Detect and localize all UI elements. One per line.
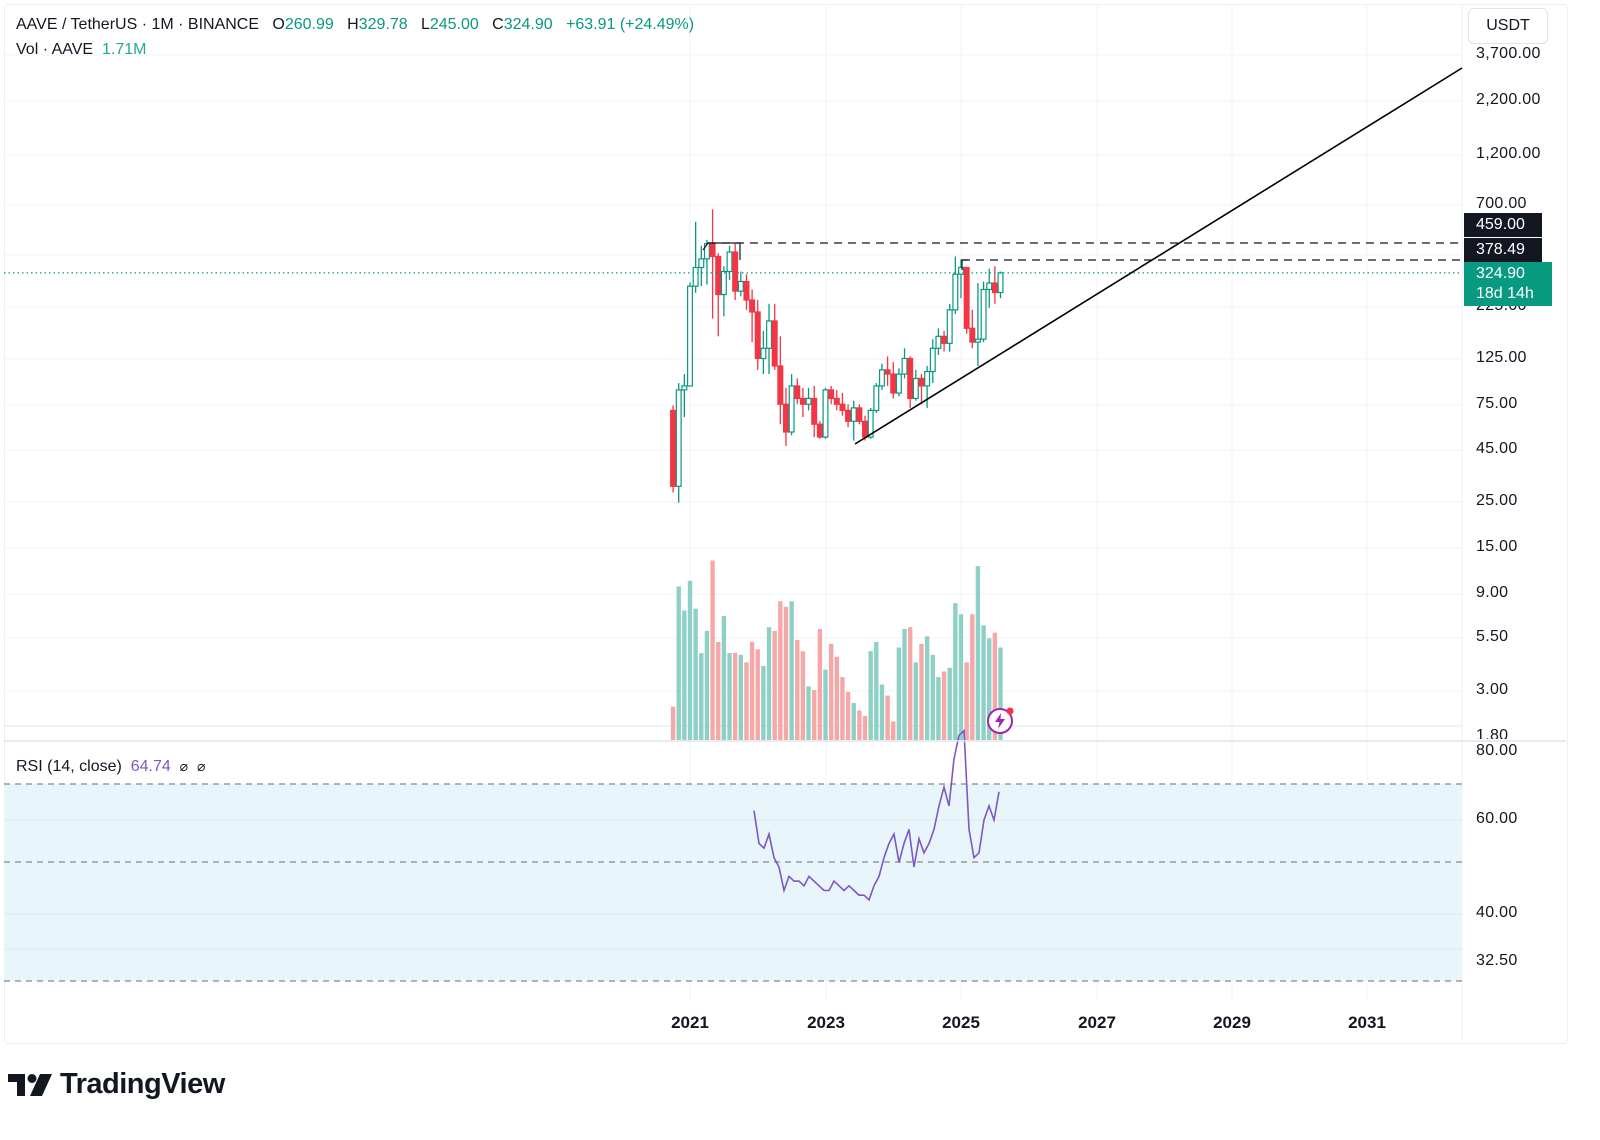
- brand-name: TradingView: [60, 1068, 225, 1100]
- rsi-legend[interactable]: RSI (14, close) 64.74 ⌀ ⌀: [16, 758, 206, 775]
- last-price-value: 324.90: [1476, 265, 1525, 282]
- tradingview-logo-icon: [8, 1073, 52, 1096]
- hide-value-icon[interactable]: ⌀: [196, 758, 206, 774]
- tradingview-logo[interactable]: TradingView: [8, 1068, 225, 1101]
- currency-button[interactable]: USDT: [1468, 8, 1548, 44]
- symbol-title: AAVE / TetherUS · 1M · BINANCE: [16, 16, 260, 33]
- bar-countdown: 18d 14h: [1476, 285, 1534, 302]
- volume-bars: [670, 560, 1003, 740]
- ascending-trendline: [854, 67, 1463, 445]
- rsi-line: [753, 728, 1000, 902]
- high-value: 329.78: [358, 16, 408, 33]
- lightning-bolt-icon[interactable]: [986, 706, 1014, 734]
- level-tag-459: 459.00: [1464, 213, 1542, 237]
- volume-value: 1.71M: [101, 41, 147, 58]
- gridlines: [4, 5, 1463, 1040]
- volume-legend[interactable]: Vol · AAVE 1.71M: [16, 41, 147, 58]
- symbol-legend[interactable]: AAVE / TetherUS · 1M · BINANCE O260.99 H…: [16, 16, 695, 33]
- close-value: 324.90: [503, 16, 553, 33]
- change-value: +63.91 (+24.49%): [565, 16, 695, 33]
- hide-value-icon[interactable]: ⌀: [179, 758, 189, 774]
- low-value: 245.00: [429, 16, 479, 33]
- last-price-tag: 324.90 18d 14h: [1464, 262, 1552, 306]
- horizontal-levels: [4, 242, 1462, 274]
- open-value: 260.99: [284, 16, 334, 33]
- rsi-value: 64.74: [130, 758, 171, 775]
- rsi-gridlines: [4, 725, 1462, 982]
- candlesticks: [670, 209, 1004, 503]
- rsi-band-background: [4, 784, 1462, 981]
- level-tag-378: 378.49: [1464, 238, 1542, 262]
